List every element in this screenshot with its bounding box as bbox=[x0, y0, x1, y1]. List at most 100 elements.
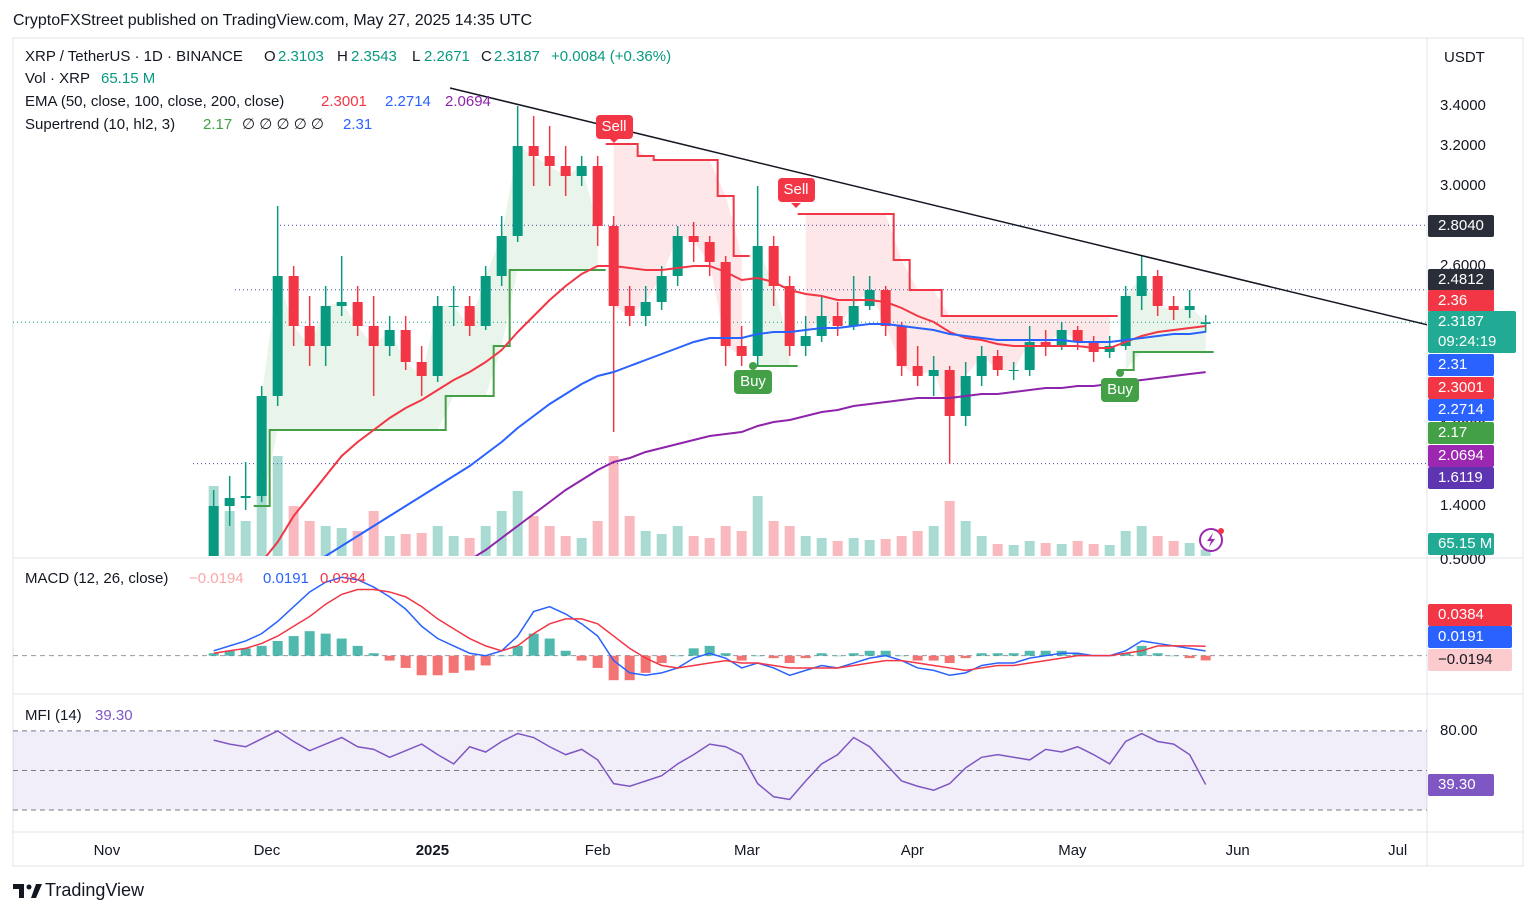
legend-o: 2.3103 bbox=[278, 48, 324, 65]
macd-histogram-bar bbox=[496, 655, 507, 657]
macd-histogram-bar bbox=[240, 648, 251, 656]
macd-histogram-bar bbox=[304, 631, 315, 656]
candle-body bbox=[1040, 342, 1051, 346]
price-badge bbox=[1428, 422, 1494, 444]
legend-o-label: O bbox=[264, 48, 276, 65]
legend-l: 2.2671 bbox=[424, 48, 470, 65]
macd-histogram-bar bbox=[960, 655, 971, 659]
volume-bar bbox=[704, 538, 715, 556]
volume-bar bbox=[1088, 544, 1099, 556]
annotation-label: Buy bbox=[1107, 381, 1133, 398]
macd-histogram-bar bbox=[1072, 653, 1083, 656]
macd-histogram-bar bbox=[288, 636, 299, 656]
caption: CryptoFXStreet published on TradingView.… bbox=[13, 12, 532, 29]
candle-body bbox=[320, 306, 331, 346]
price-badge-label: 2.3187 bbox=[1438, 313, 1484, 330]
volume-bar bbox=[240, 521, 251, 556]
candle-body bbox=[496, 236, 507, 276]
candle-body bbox=[688, 236, 699, 242]
candle-body bbox=[768, 246, 779, 286]
supertrend-fill bbox=[613, 144, 742, 356]
macd-histogram-bar bbox=[768, 655, 779, 659]
macd-histogram-bar bbox=[880, 650, 891, 656]
price-badge-label: 09:24:19 bbox=[1438, 333, 1496, 350]
candle-body bbox=[880, 290, 891, 326]
volume-bar bbox=[496, 511, 507, 556]
candle-body bbox=[640, 302, 651, 316]
y-tick-label: 0.5000 bbox=[1440, 551, 1486, 568]
x-tick-label: Nov bbox=[94, 842, 121, 859]
candle-body bbox=[944, 370, 955, 416]
price-badge bbox=[1428, 626, 1512, 648]
price-badge-label: −0.0194 bbox=[1438, 651, 1493, 668]
candle-body bbox=[240, 496, 251, 498]
volume-bar bbox=[256, 476, 267, 556]
volume-bar bbox=[1056, 544, 1067, 556]
legend-vol-name: Vol · XRP bbox=[25, 70, 90, 87]
volume-bar bbox=[736, 531, 747, 556]
candle-body bbox=[1056, 330, 1067, 346]
macd-signal-label: 0.0384 bbox=[320, 570, 366, 587]
price-badge bbox=[1428, 399, 1494, 421]
price-badge bbox=[1428, 269, 1494, 291]
candle-body bbox=[864, 290, 875, 306]
volume-bar bbox=[352, 531, 363, 556]
candle-body bbox=[288, 276, 299, 326]
price-badge bbox=[1428, 311, 1516, 333]
macd-histogram-bar bbox=[816, 653, 827, 656]
candle-body bbox=[384, 330, 395, 346]
annotation-label: Sell bbox=[601, 118, 626, 135]
macd-histogram-bar bbox=[1120, 653, 1131, 656]
price-badge-label: 2.3001 bbox=[1438, 379, 1484, 396]
volume-bar bbox=[688, 536, 699, 556]
candle-body bbox=[512, 146, 523, 236]
price-badge-label: 2.4812 bbox=[1438, 271, 1484, 288]
y-tick-label: 3.0000 bbox=[1440, 177, 1486, 194]
y-tick-label: 3.2000 bbox=[1440, 137, 1486, 154]
mfi-tick-label: 80.00 bbox=[1440, 722, 1478, 739]
legend-st-up: 2.17 bbox=[203, 116, 232, 133]
price-badge-label: 1.6119 bbox=[1438, 469, 1483, 486]
supertrend-fill bbox=[805, 214, 1110, 416]
candle-body bbox=[560, 166, 571, 176]
macd-histogram-bar bbox=[272, 640, 283, 656]
macd-histogram-bar bbox=[896, 655, 907, 657]
x-tick-label: Mar bbox=[734, 842, 760, 859]
volume-bar bbox=[576, 538, 587, 556]
x-tick-label: Jul bbox=[1388, 842, 1407, 859]
price-badge bbox=[1428, 533, 1494, 555]
volume-bar bbox=[848, 538, 859, 556]
volume-bar bbox=[272, 456, 283, 556]
macd-histogram-bar bbox=[944, 655, 955, 664]
volume-bar bbox=[624, 516, 635, 556]
macd-histogram-bar bbox=[320, 633, 331, 656]
macd-histogram-bar bbox=[752, 655, 763, 657]
volume-bar bbox=[784, 526, 795, 556]
macd-histogram-bar bbox=[672, 655, 683, 657]
candle-body bbox=[976, 356, 987, 376]
macd-histogram-bar bbox=[1184, 655, 1195, 659]
annotation: Sell bbox=[778, 178, 815, 208]
volume-bar bbox=[976, 536, 987, 556]
x-tick-label: Dec bbox=[254, 842, 281, 859]
x-tick-label: 2025 bbox=[416, 842, 449, 859]
volume-bar bbox=[1184, 543, 1195, 556]
macd-histogram-bar bbox=[336, 638, 347, 656]
price-badge bbox=[1428, 774, 1494, 796]
macd-histogram-bar bbox=[640, 655, 651, 673]
annotation-label: Buy bbox=[740, 373, 766, 390]
y-tick-label: 3.4000 bbox=[1440, 97, 1486, 114]
macd-histogram-bar bbox=[560, 650, 571, 656]
price-badge bbox=[1428, 354, 1494, 376]
price-badge-label: 2.0694 bbox=[1438, 447, 1484, 464]
legend-ema-name: EMA (50, close, 100, close, 200, close) bbox=[25, 93, 284, 110]
price-scale: 0.50001.40001.80002.40002.60003.00003.20… bbox=[1428, 97, 1516, 796]
candle-body bbox=[272, 276, 283, 396]
macd-histogram-bar bbox=[1040, 650, 1051, 656]
volume-bar bbox=[416, 533, 427, 556]
candle-body bbox=[480, 276, 491, 326]
volume-bar bbox=[928, 526, 939, 556]
volume-bar bbox=[368, 511, 379, 556]
candle-body bbox=[784, 286, 795, 346]
